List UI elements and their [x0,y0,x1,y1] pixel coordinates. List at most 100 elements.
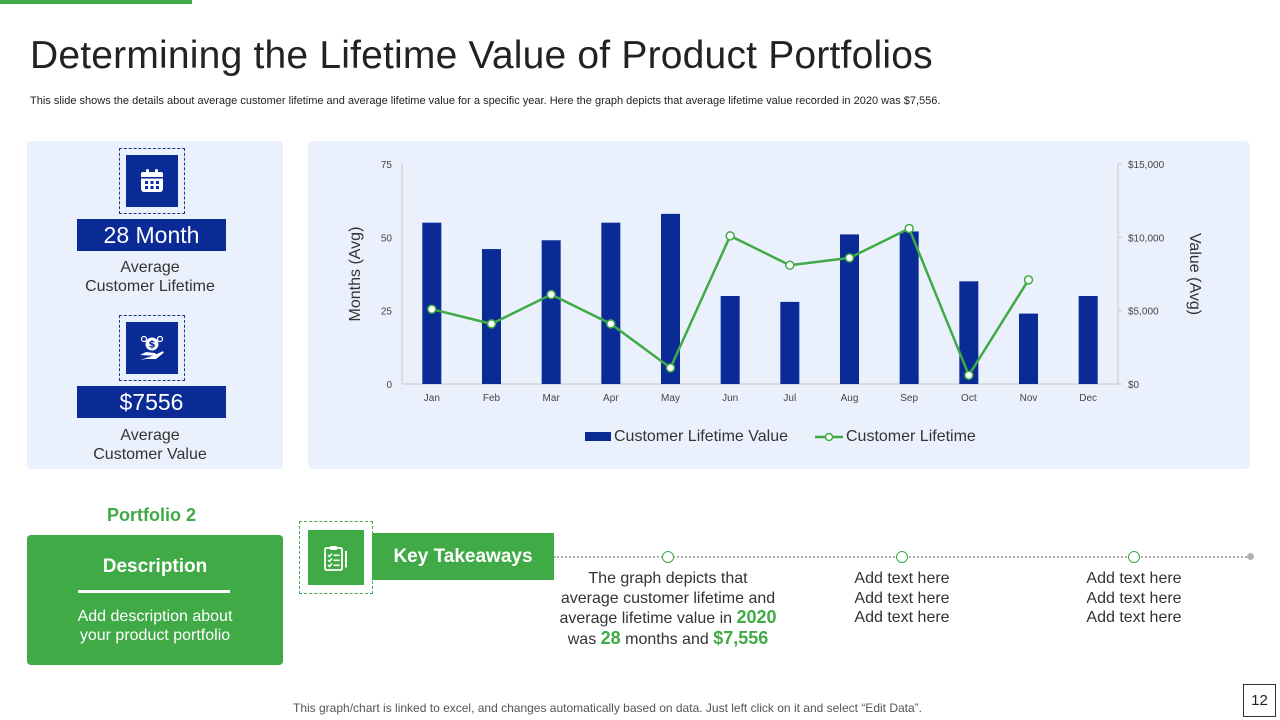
avg-customer-lifetime-label: Average Customer Lifetime [60,258,240,296]
metrics-panel: 28 Month Average Customer Lifetime $ $75… [27,141,283,469]
takeaway-text: was [567,630,601,648]
line-point [486,319,497,329]
x-tick-label: Feb [483,393,501,404]
avg-customer-value-label: Average Customer Value [60,426,240,464]
takeaway-line: Add text here [1086,589,1182,607]
description-text[interactable]: Add description about your product portf… [37,607,273,645]
y2-axis-title: Value (Avg) [1186,233,1203,315]
calendar-icon [126,155,178,207]
line-point [844,253,855,263]
x-tick-label: Nov [1020,393,1038,404]
timeline-dot [1128,551,1140,563]
bar [720,296,740,384]
line-point [606,319,616,329]
x-tick-label: Jul [783,393,796,404]
x-tick-label: Oct [961,393,977,404]
line-point [427,304,437,314]
takeaway-highlight-months: 28 [600,627,621,648]
money-icon-frame: $ [119,315,185,381]
line-point [725,231,735,241]
chart-panel: 0 25 50 75 $0 $5,000 $10,000 $15,000 Months (Avg… [308,141,1250,469]
footer-note: This graph/chart is linked to excel, and… [293,701,922,715]
bar [541,240,561,384]
takeaway-line: Add text here [854,589,950,607]
takeaway-item-1[interactable]: The graph depicts that average customer … [540,569,796,649]
x-tick-label: Apr [603,393,619,404]
takeaway-line: Add text here [1086,570,1182,587]
line-point [964,370,974,380]
lifetime-value-chart[interactable]: 0 25 50 75 $0 $5,000 $10,000 $15,000 Months (Avg… [308,141,1250,469]
line-point [1023,275,1034,285]
takeaways-icon-frame [299,521,373,594]
line-point [546,289,556,300]
takeaway-line: average lifetime value in 2020 [540,607,796,629]
y-tick-label: 0 [386,380,392,391]
legend-label: Customer Lifetime Value [614,428,788,445]
page-number: 12 [1243,684,1276,717]
y2-tick-label: $15,000 [1128,160,1165,171]
takeaway-line: The graph depicts that [588,570,748,587]
timeline-dot [662,551,674,563]
avg-customer-value-value: $7556 [77,386,226,418]
takeaway-line: Add text here [854,609,950,626]
bar [959,281,979,384]
legend-swatch-marker [824,432,834,442]
metric-label-line: Average [120,427,180,444]
x-tick-label: Jun [722,393,738,404]
takeaway-item-2[interactable]: Add text here Add text here Add text her… [812,569,992,628]
page-subtitle: This slide shows the details about avera… [30,95,941,107]
y-tick-label: 25 [381,307,393,318]
avg-customer-lifetime-value: 28 Month [77,219,226,251]
line-point [665,363,676,373]
x-tick-label: May [661,393,680,404]
description-card: Description Add description about your p… [27,535,283,665]
bar [422,222,442,384]
legend-swatch-bar [585,432,611,441]
money-hand-icon: $ [126,322,178,374]
description-title: Description [102,556,208,577]
y-tick-label: 75 [381,160,393,171]
takeaway-text: average lifetime value in [559,610,737,627]
metric-label-line: Average [120,259,180,276]
line-point [785,260,795,270]
y-tick-label: 50 [381,233,393,244]
page-title: Determining the Lifetime Value of Produc… [30,34,933,77]
x-tick-label: Sep [900,393,918,404]
bar [840,234,859,384]
top-accent-bar [0,0,192,4]
line-point [904,223,914,234]
bar [601,222,621,384]
timeline-end-dot [1247,553,1254,560]
x-tick-label: Aug [841,393,859,404]
description-line: Add description about [77,608,233,625]
takeaway-highlight-value: $7,556 [713,627,769,648]
y2-tick-label: $10,000 [1128,233,1165,244]
legend-label: Customer Lifetime [846,428,976,445]
y-axis-title: Months (Avg) [347,227,364,322]
portfolio-label: Portfolio 2 [107,505,196,525]
bar [482,249,501,384]
takeaway-highlight-year: 2020 [736,607,777,627]
bar [899,231,919,384]
description-divider [78,590,230,593]
x-tick-label: Mar [543,393,561,404]
takeaway-line: average customer lifetime and [560,589,776,607]
takeaway-line: Add text here [1086,609,1182,626]
description-line: your product portfolio [79,627,231,644]
svg-text:$: $ [149,340,156,351]
y2-tick-label: $5,000 [1128,307,1159,318]
bar [780,301,800,384]
takeaway-text: months and [620,630,714,648]
metric-label-line: Customer Lifetime [85,278,215,295]
timeline-dot [896,551,908,563]
clipboard-checklist-icon [308,530,364,585]
bar [661,213,680,384]
bar [1078,296,1098,384]
x-tick-label: Jan [424,393,440,404]
key-takeaways-banner: Key Takeaways [372,533,554,580]
y2-tick-label: $0 [1128,380,1140,391]
takeaway-line: Add text here [854,570,950,587]
metric-label-line: Customer Value [93,446,207,463]
takeaway-line: was 28 months and $7,556 [540,627,796,650]
takeaway-item-3[interactable]: Add text here Add text here Add text her… [1044,569,1224,628]
